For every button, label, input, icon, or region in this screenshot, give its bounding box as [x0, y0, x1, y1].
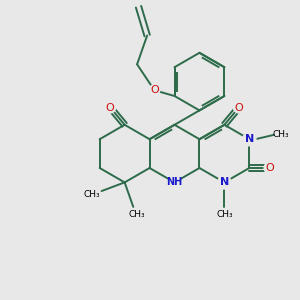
Text: O: O: [106, 103, 115, 112]
Circle shape: [149, 85, 160, 96]
Text: O: O: [234, 103, 243, 112]
Text: CH₃: CH₃: [216, 210, 233, 219]
Text: CH₃: CH₃: [129, 210, 145, 219]
Circle shape: [168, 176, 181, 189]
Text: NH: NH: [167, 177, 183, 188]
Text: CH₃: CH₃: [84, 190, 100, 199]
Text: O: O: [265, 163, 274, 173]
Circle shape: [105, 102, 116, 113]
Circle shape: [243, 133, 256, 146]
Circle shape: [233, 102, 244, 113]
Circle shape: [218, 176, 231, 189]
Text: O: O: [150, 85, 159, 95]
Circle shape: [264, 163, 275, 173]
Text: CH₃: CH₃: [273, 130, 289, 140]
Text: N: N: [220, 177, 229, 188]
Text: N: N: [245, 134, 254, 144]
